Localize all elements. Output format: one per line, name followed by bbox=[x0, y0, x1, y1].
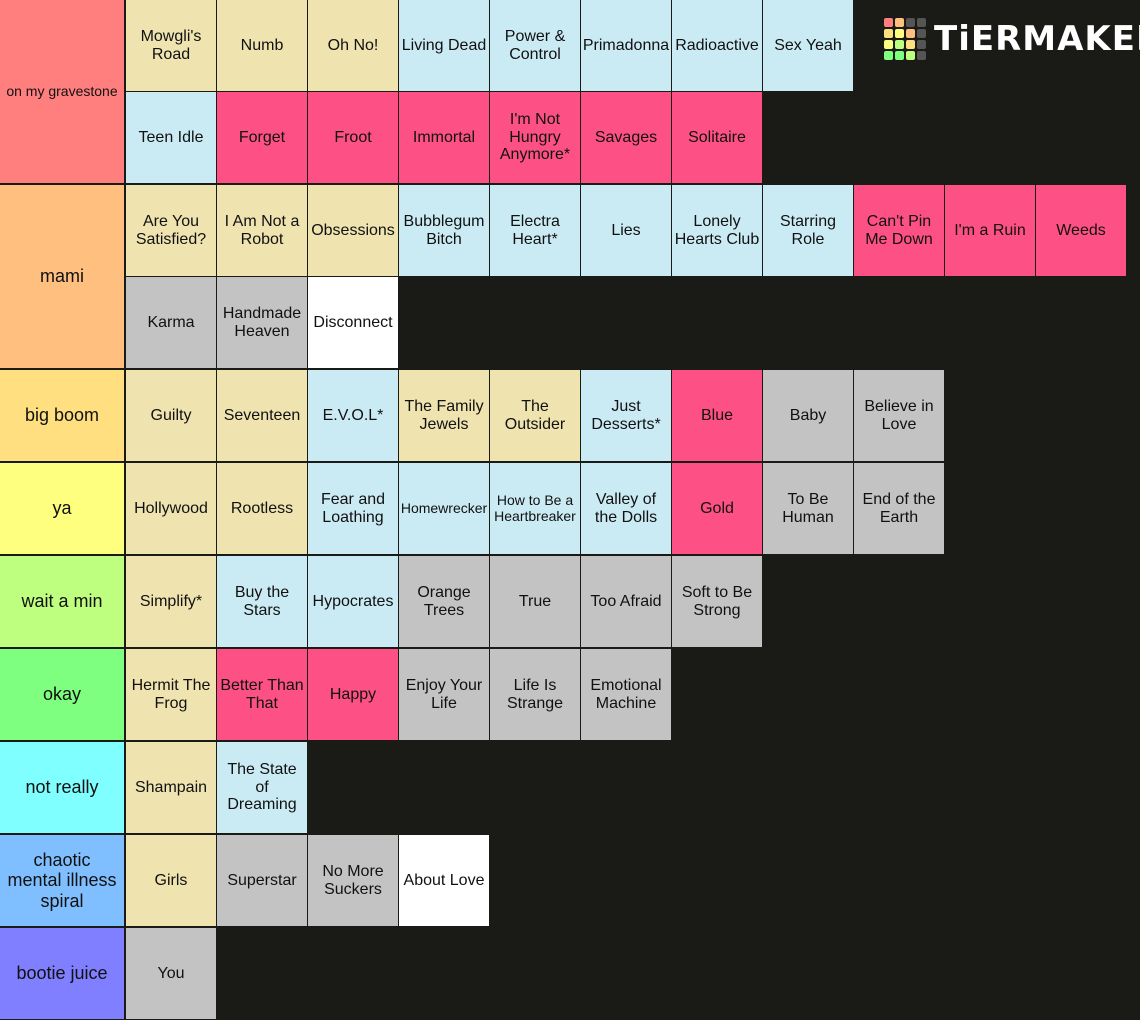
tier-item: Bubblegum Bitch bbox=[399, 185, 489, 276]
tier-item: Fear and Loathing bbox=[308, 463, 398, 554]
tier-item: How to Be a Heartbreaker bbox=[490, 463, 580, 554]
tier-item: Forget bbox=[217, 92, 307, 183]
tier-label: ya bbox=[0, 463, 124, 554]
tier-item: Solitaire bbox=[672, 92, 762, 183]
tier-item: Radioactive bbox=[672, 0, 762, 91]
tier-item: The State of Dreaming bbox=[217, 742, 307, 833]
tier-item: Lonely Hearts Club bbox=[672, 185, 762, 276]
tier-item: Buy the Stars bbox=[217, 556, 307, 647]
tier-item: Hollywood bbox=[126, 463, 216, 554]
tier-item: Girls bbox=[126, 835, 216, 926]
tier-item: Sex Yeah bbox=[763, 0, 853, 91]
tier-item: Numb bbox=[217, 0, 307, 91]
logo: TiERMAKER bbox=[884, 18, 1140, 60]
tier-item: Happy bbox=[308, 649, 398, 740]
tier-item: Immortal bbox=[399, 92, 489, 183]
tier-item: E.V.O.L* bbox=[308, 370, 398, 461]
tier-item: About Love bbox=[399, 835, 489, 926]
tier-item: Baby bbox=[763, 370, 853, 461]
tier-item: You bbox=[126, 928, 216, 1019]
tier-item: Too Afraid bbox=[581, 556, 671, 647]
tier-item: Seventeen bbox=[217, 370, 307, 461]
tier-item: Valley of the Dolls bbox=[581, 463, 671, 554]
tier-item: I Am Not a Robot bbox=[217, 185, 307, 276]
tier-item: Gold bbox=[672, 463, 762, 554]
tier-item: Better Than That bbox=[217, 649, 307, 740]
tier-item: Weeds bbox=[1036, 185, 1126, 276]
tier-item: Karma bbox=[126, 277, 216, 368]
tier-item: The Family Jewels bbox=[399, 370, 489, 461]
tier-item: Electra Heart* bbox=[490, 185, 580, 276]
tier-item: Believe in Love bbox=[854, 370, 944, 461]
tier-item: Life Is Strange bbox=[490, 649, 580, 740]
tier-item: End of the Earth bbox=[854, 463, 944, 554]
tier-item: Froot bbox=[308, 92, 398, 183]
tier-item: True bbox=[490, 556, 580, 647]
tier-item: Starring Role bbox=[763, 185, 853, 276]
logo-text: TiERMAKER bbox=[934, 19, 1140, 59]
tier-label: bootie juice bbox=[0, 928, 124, 1019]
tier-item: I'm Not Hungry Anymore* bbox=[490, 92, 580, 183]
tier-item: Hermit The Frog bbox=[126, 649, 216, 740]
tier-item: Savages bbox=[581, 92, 671, 183]
tier-item: Rootless bbox=[217, 463, 307, 554]
tier-item: Orange Trees bbox=[399, 556, 489, 647]
tier-item: Just Desserts* bbox=[581, 370, 671, 461]
tier-item: No More Suckers bbox=[308, 835, 398, 926]
tier-label: not really bbox=[0, 742, 124, 833]
tier-item: Mowgli's Road bbox=[126, 0, 216, 91]
tier-item: Disconnect bbox=[308, 277, 398, 368]
tier-item: Emotional Machine bbox=[581, 649, 671, 740]
tier-item: Primadonna bbox=[581, 0, 671, 91]
tier-item: The Outsider bbox=[490, 370, 580, 461]
tier-item: Soft to Be Strong bbox=[672, 556, 762, 647]
tier-label: on my gravestone bbox=[0, 0, 124, 183]
tier-label: wait a min bbox=[0, 556, 124, 647]
tier-item: To Be Human bbox=[763, 463, 853, 554]
tier-label: chaotic mental illness spiral bbox=[0, 835, 124, 926]
tier-item: Teen Idle bbox=[126, 92, 216, 183]
tier-item: Obsessions bbox=[308, 185, 398, 276]
tier-item: Homewrecker bbox=[399, 463, 489, 554]
logo-icon bbox=[884, 18, 926, 60]
tier-item: Oh No! bbox=[308, 0, 398, 91]
tier-item: Enjoy Your Life bbox=[399, 649, 489, 740]
tier-label: big boom bbox=[0, 370, 124, 461]
tier-item: Superstar bbox=[217, 835, 307, 926]
tier-item: Can't Pin Me Down bbox=[854, 185, 944, 276]
tier-label: okay bbox=[0, 649, 124, 740]
tier-item: I'm a Ruin bbox=[945, 185, 1035, 276]
tier-item: Blue bbox=[672, 370, 762, 461]
tier-item: Power & Control bbox=[490, 0, 580, 91]
tier-item: Shampain bbox=[126, 742, 216, 833]
tier-item: Living Dead bbox=[399, 0, 489, 91]
tier-item: Lies bbox=[581, 185, 671, 276]
tier-label: mami bbox=[0, 185, 124, 368]
tier-item: Guilty bbox=[126, 370, 216, 461]
tier-item: Simplify* bbox=[126, 556, 216, 647]
tier-item: Hypocrates bbox=[308, 556, 398, 647]
tier-item: Are You Satisfied? bbox=[126, 185, 216, 276]
tier-item: Handmade Heaven bbox=[217, 277, 307, 368]
